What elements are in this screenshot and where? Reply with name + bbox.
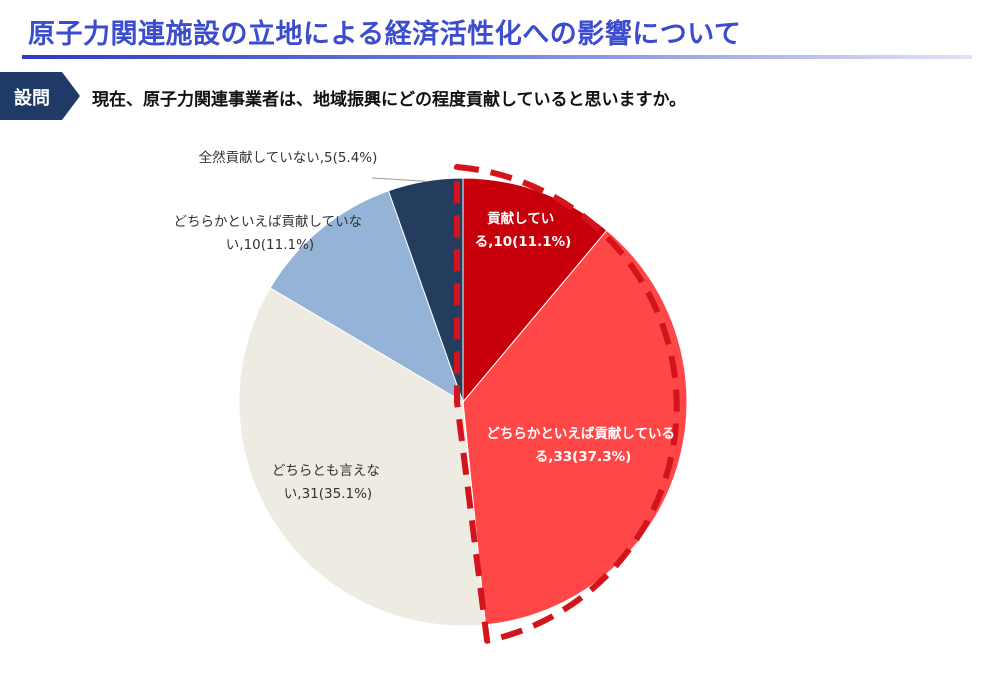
question-badge: 設問 <box>0 72 80 120</box>
label-dochiraka-kouken-shiteiru: どちらかといえば貢献している る,33(37.3%) <box>486 425 679 465</box>
leader-line-zenzen <box>371 177 426 182</box>
label-dochiraka-kouken-shiteinai: どちらかといえば貢献していな い,10(11.1%) <box>174 214 367 253</box>
title-underline <box>22 55 972 59</box>
pie-slices <box>238 177 688 627</box>
question-text: 現在、原子力関連事業者は、地域振興にどの程度貢献していると思いますか。 <box>92 90 687 110</box>
leader-lines <box>371 177 426 182</box>
label-zenzen-kouken-shiteinai: 全然貢献していない,5(5.4%) <box>199 149 378 166</box>
highlight-outline <box>454 164 680 644</box>
label-dochira-tomo-ienai: どちらとも言えな い,31(35.1%) <box>272 463 384 502</box>
highlight-dashed-outline <box>454 164 680 644</box>
label-kouken-shiteiru: 貢献してい る,10(11.1%) <box>475 210 572 250</box>
page-title: 原子力関連施設の立地による経済活性化への影響について <box>28 19 742 50</box>
pie-slice-2 <box>462 229 688 626</box>
pie-slice-4 <box>269 190 464 404</box>
question-badge-label: 設問 <box>14 88 50 109</box>
pie-slice-3 <box>238 287 487 627</box>
pie-slice-5 <box>387 177 464 403</box>
